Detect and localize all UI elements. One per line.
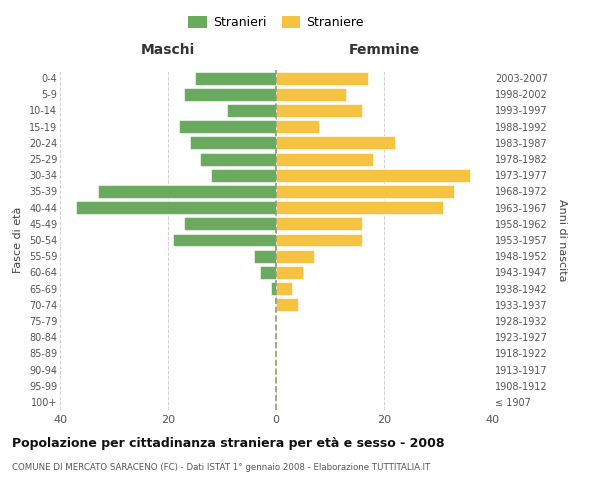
Bar — [276, 282, 292, 295]
Bar — [276, 136, 395, 149]
Bar — [276, 201, 443, 214]
Bar — [276, 250, 314, 262]
Bar — [276, 169, 470, 181]
Bar — [276, 120, 319, 133]
Bar — [195, 72, 276, 85]
Bar — [276, 298, 298, 311]
Bar — [276, 88, 346, 101]
Y-axis label: Anni di nascita: Anni di nascita — [557, 198, 567, 281]
Bar — [276, 234, 362, 246]
Bar — [271, 282, 276, 295]
Y-axis label: Fasce di età: Fasce di età — [13, 207, 23, 273]
Bar — [98, 185, 276, 198]
Bar — [276, 185, 454, 198]
Text: Femmine: Femmine — [349, 43, 419, 57]
Bar — [276, 266, 303, 279]
Bar — [173, 234, 276, 246]
Text: Popolazione per cittadinanza straniera per età e sesso - 2008: Popolazione per cittadinanza straniera p… — [12, 438, 445, 450]
Bar — [276, 152, 373, 166]
Bar — [76, 201, 276, 214]
Bar — [276, 104, 362, 117]
Bar — [276, 72, 368, 85]
Legend: Stranieri, Straniere: Stranieri, Straniere — [183, 11, 369, 34]
Bar — [200, 152, 276, 166]
Bar — [227, 104, 276, 117]
Text: Maschi: Maschi — [141, 43, 195, 57]
Bar — [211, 169, 276, 181]
Bar — [190, 136, 276, 149]
Bar — [184, 218, 276, 230]
Bar — [254, 250, 276, 262]
Text: COMUNE DI MERCATO SARACENO (FC) - Dati ISTAT 1° gennaio 2008 - Elaborazione TUTT: COMUNE DI MERCATO SARACENO (FC) - Dati I… — [12, 462, 430, 471]
Bar — [179, 120, 276, 133]
Bar — [276, 218, 362, 230]
Bar — [184, 88, 276, 101]
Bar — [260, 266, 276, 279]
